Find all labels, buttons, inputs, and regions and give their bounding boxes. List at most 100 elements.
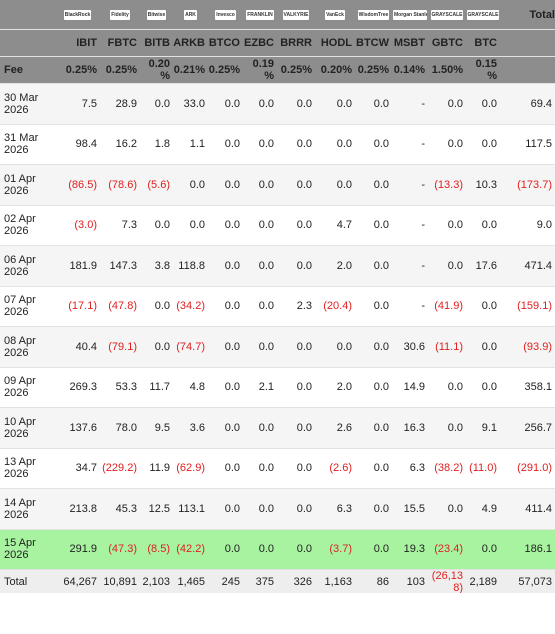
fee: 0.21%: [173, 64, 205, 76]
fee: 0.20%: [320, 64, 352, 76]
value: 11.7: [149, 381, 170, 394]
total: 245: [221, 575, 240, 588]
logo-cell: Bitwise: [140, 0, 173, 29]
value: 0.0: [336, 340, 352, 353]
fee: 0.14%: [393, 64, 425, 76]
value: (3.7): [329, 543, 352, 556]
value: 7.5: [81, 97, 97, 110]
fee: 0.20%: [148, 58, 170, 82]
value: 0.0: [189, 178, 205, 191]
value: 0.0: [258, 462, 274, 475]
value: 2.0: [336, 259, 352, 272]
logo-cell: VALKYRIE: [277, 0, 315, 29]
ticker: FBTC: [107, 37, 137, 49]
ticker: HODL: [320, 37, 352, 49]
value: 4.9: [481, 502, 497, 515]
data-row: 06 Apr 2026 181.9 147.3 3.8 118.8 0.0 0.0 0.0 2.…: [0, 246, 555, 287]
value: 0.0: [296, 97, 312, 110]
value: 0.0: [336, 178, 352, 191]
value: 0.0: [258, 300, 274, 313]
value: -: [421, 259, 425, 272]
value: 137.6: [69, 421, 97, 434]
value: 0.0: [224, 421, 240, 434]
value: 0.0: [373, 502, 389, 515]
total-label: Total: [4, 575, 28, 588]
corner: [0, 30, 55, 56]
logo-cell: WisdomTree: [355, 0, 392, 29]
ticker: MSBT: [393, 37, 425, 49]
total: 1,465: [177, 575, 205, 588]
value: 0.0: [373, 178, 389, 191]
fee: 0.25%: [105, 64, 137, 76]
value: -: [421, 178, 425, 191]
value: (13.3): [434, 178, 463, 191]
total: 2,189: [469, 575, 497, 588]
value: 0.0: [447, 219, 463, 232]
value: 0.0: [296, 381, 312, 394]
ticker: EZBC: [244, 37, 274, 49]
value: 0.0: [224, 259, 240, 272]
value: 33.0: [183, 97, 205, 110]
value: (79.1): [108, 340, 137, 353]
data-row: 14 Apr 2026 213.8 45.3 12.5 113.1 0.0 0.0 0.0 6.…: [0, 489, 555, 530]
ticker: GBTC: [431, 37, 463, 49]
value: 40.4: [75, 340, 97, 353]
ticker: BTCW: [356, 37, 389, 49]
value: 0.0: [373, 97, 389, 110]
value: 0.0: [296, 543, 312, 556]
total-header: Total: [529, 8, 555, 21]
value: (2.6): [329, 462, 352, 475]
value: (3.0): [74, 219, 97, 232]
value: (11.1): [435, 340, 463, 353]
logo-cell: Invesco: [208, 0, 243, 29]
value: (47.8): [108, 300, 137, 313]
total: 64,267: [63, 575, 97, 588]
value: 0.0: [373, 219, 389, 232]
value: 0.0: [258, 421, 274, 434]
date: 10 Apr 2026: [4, 415, 36, 440]
value: 2.6: [336, 421, 352, 434]
value: 45.3: [115, 502, 137, 515]
total: (26,138): [431, 570, 463, 593]
value: 1.8: [154, 138, 170, 151]
value: 256.7: [524, 421, 552, 434]
value: -: [421, 97, 425, 110]
data-row: 02 Apr 2026 (3.0) 7.3 0.0 0.0 0.0 0.0 0.0 4.7 0.0…: [0, 205, 555, 246]
value: 1.1: [189, 138, 205, 151]
total: 375: [255, 575, 274, 588]
value: 0.0: [154, 340, 170, 353]
logo-cell: ARK: [173, 0, 208, 29]
value: 0.0: [258, 219, 274, 232]
value: 78.0: [115, 421, 137, 434]
value: 69.4: [530, 97, 552, 110]
value: 269.3: [69, 381, 97, 394]
value: 10.3: [475, 178, 497, 191]
fee: 0.15%: [475, 58, 497, 82]
value: 4.8: [189, 381, 205, 394]
value: 0.0: [296, 340, 312, 353]
value: 0.0: [258, 340, 274, 353]
data-row: 09 Apr 2026 269.3 53.3 11.7 4.8 0.0 2.1 0.0 2.0 0…: [0, 367, 555, 408]
value: 0.0: [336, 97, 352, 110]
value: 98.4: [75, 138, 97, 151]
value: 0.0: [258, 502, 274, 515]
value: 11.9: [149, 462, 170, 475]
value: (23.4): [434, 543, 463, 556]
value: 0.0: [447, 97, 463, 110]
total: 1,163: [324, 575, 352, 588]
date: 08 Apr 2026: [4, 334, 36, 359]
data-row: 13 Apr 2026 34.7 (229.2) 11.9 (62.9) 0.0 0.0 0.…: [0, 448, 555, 489]
value: 15.5: [403, 502, 425, 515]
logo: Invesco: [215, 9, 236, 20]
value: (74.7): [176, 340, 205, 353]
value: 16.2: [115, 138, 137, 151]
logo-cell: GRAYSCALE: [428, 0, 466, 29]
value: 16.3: [403, 421, 425, 434]
value: 3.8: [154, 259, 170, 272]
date: 06 Apr 2026: [4, 253, 36, 278]
value: 471.4: [524, 259, 552, 272]
fee: 0.19%: [252, 58, 274, 82]
logo: WisdomTree: [357, 9, 390, 20]
value: 9.1: [481, 421, 497, 434]
